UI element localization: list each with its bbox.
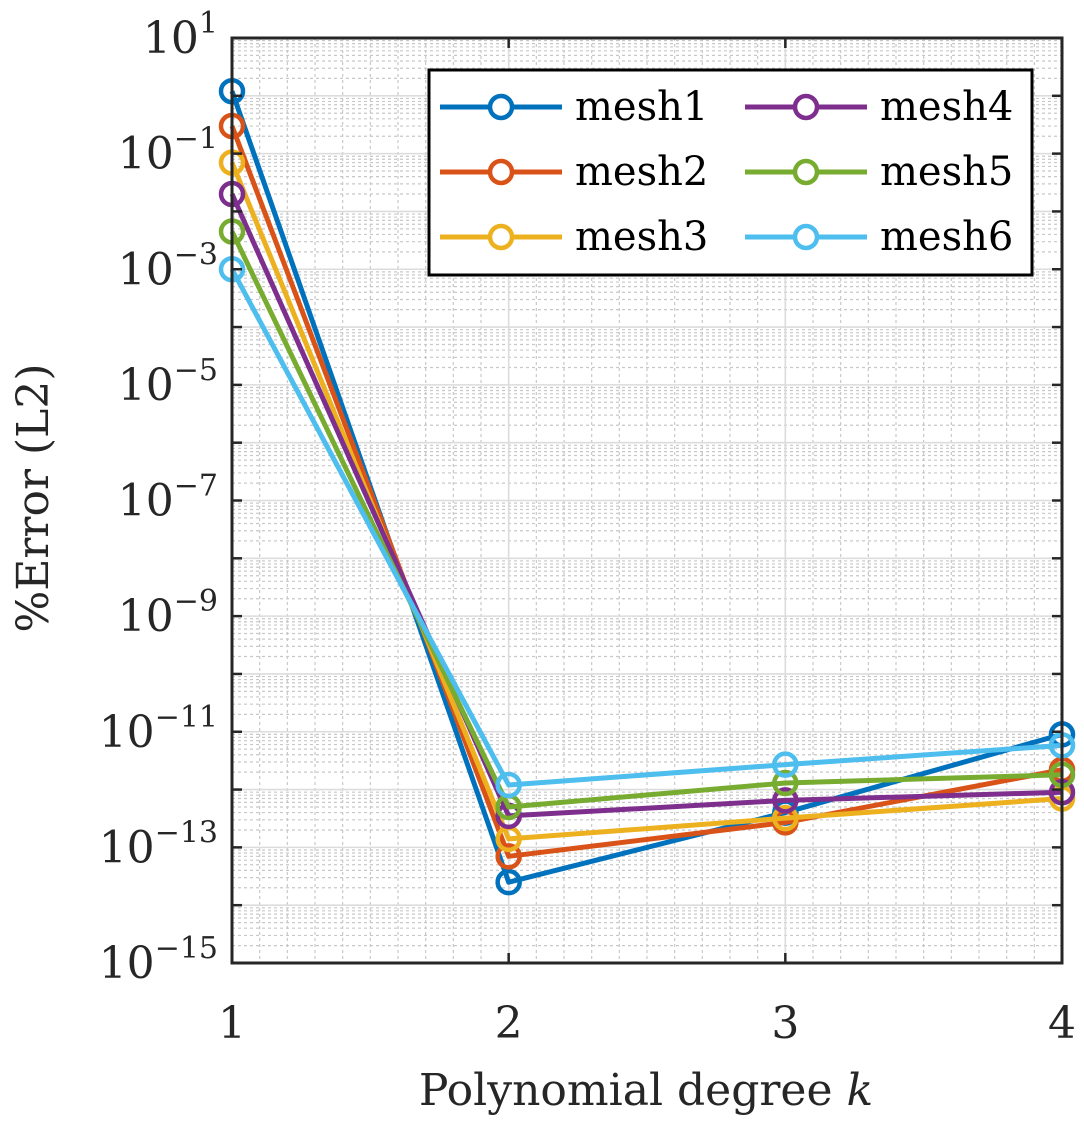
y-tick-label: 10−3: [118, 237, 218, 295]
y-tick-label: 10−7: [118, 469, 218, 527]
x-tick-label: 4: [1048, 998, 1076, 1049]
legend-marker: [487, 223, 515, 251]
x-axis-label-variable: k: [846, 1065, 873, 1116]
legend-label: mesh1: [575, 84, 708, 130]
tick-marks: [230, 36, 1064, 965]
y-tick-label: 10−1: [118, 122, 218, 180]
y-tick-label: 10−5: [118, 353, 218, 411]
y-tick-label: 101: [143, 6, 218, 64]
legend-marker: [792, 93, 820, 121]
data-point: [772, 787, 799, 814]
legend-item: mesh2: [440, 149, 708, 195]
series-line: [229, 230, 1063, 810]
data-point: [495, 843, 522, 870]
x-axis-label: Polynomial degree k: [419, 1065, 873, 1116]
legend-label: mesh6: [880, 214, 1013, 260]
legend-marker: [487, 93, 515, 121]
legend-label: mesh4: [880, 84, 1013, 130]
legend-label: mesh2: [575, 149, 708, 195]
legend-item: mesh6: [745, 214, 1013, 260]
x-axis-label-text: Polynomial degree: [419, 1065, 833, 1116]
data-point: [772, 769, 799, 797]
legend-item: mesh5: [745, 149, 1013, 195]
x-tick-label: 3: [771, 998, 799, 1049]
legend-marker: [792, 158, 820, 186]
y-tick-label: 10−11: [99, 700, 218, 758]
data-point: [772, 751, 799, 778]
series-mesh6: [218, 256, 1076, 799]
legend-label: mesh5: [880, 149, 1013, 195]
data-point: [495, 771, 522, 799]
series-line: [229, 268, 1063, 788]
y-axis-label: %Error (L2): [8, 363, 59, 632]
x-tick-label: 1: [218, 998, 246, 1049]
legend-label: mesh3: [575, 214, 708, 260]
y-tick-label: 10−9: [118, 584, 218, 642]
x-tick-label: 2: [495, 998, 523, 1049]
y-tick-labels: 101 10−1 10−3 10−5 10−7 10−9 10−11 10−13 10−15: [99, 6, 218, 989]
data-point: [495, 868, 522, 896]
legend-item: mesh3: [440, 214, 708, 260]
legend-marker: [792, 223, 820, 251]
legend: mesh1 mesh2 mesh3 mesh4 mesh5 mesh6: [427, 68, 1034, 277]
legend-item: mesh4: [745, 84, 1013, 130]
series-line: [229, 193, 1063, 819]
data-point: [772, 804, 799, 832]
y-tick-label: 10−15: [99, 931, 218, 989]
legend-marker: [487, 158, 515, 186]
y-tick-label: 10−13: [99, 815, 218, 873]
legend-item: mesh1: [440, 84, 708, 130]
x-tick-labels: 1 2 3 4: [218, 998, 1076, 1049]
